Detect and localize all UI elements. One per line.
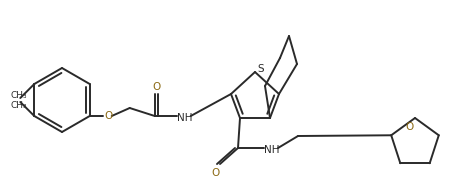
Text: NH: NH — [264, 145, 280, 155]
Text: O: O — [152, 82, 160, 92]
Text: NH: NH — [177, 113, 192, 123]
Text: O: O — [211, 168, 219, 178]
Text: S: S — [257, 64, 265, 74]
Text: CH₃: CH₃ — [11, 100, 28, 110]
Text: CH₃: CH₃ — [11, 90, 28, 100]
Text: O: O — [406, 122, 414, 132]
Text: O: O — [105, 111, 113, 121]
